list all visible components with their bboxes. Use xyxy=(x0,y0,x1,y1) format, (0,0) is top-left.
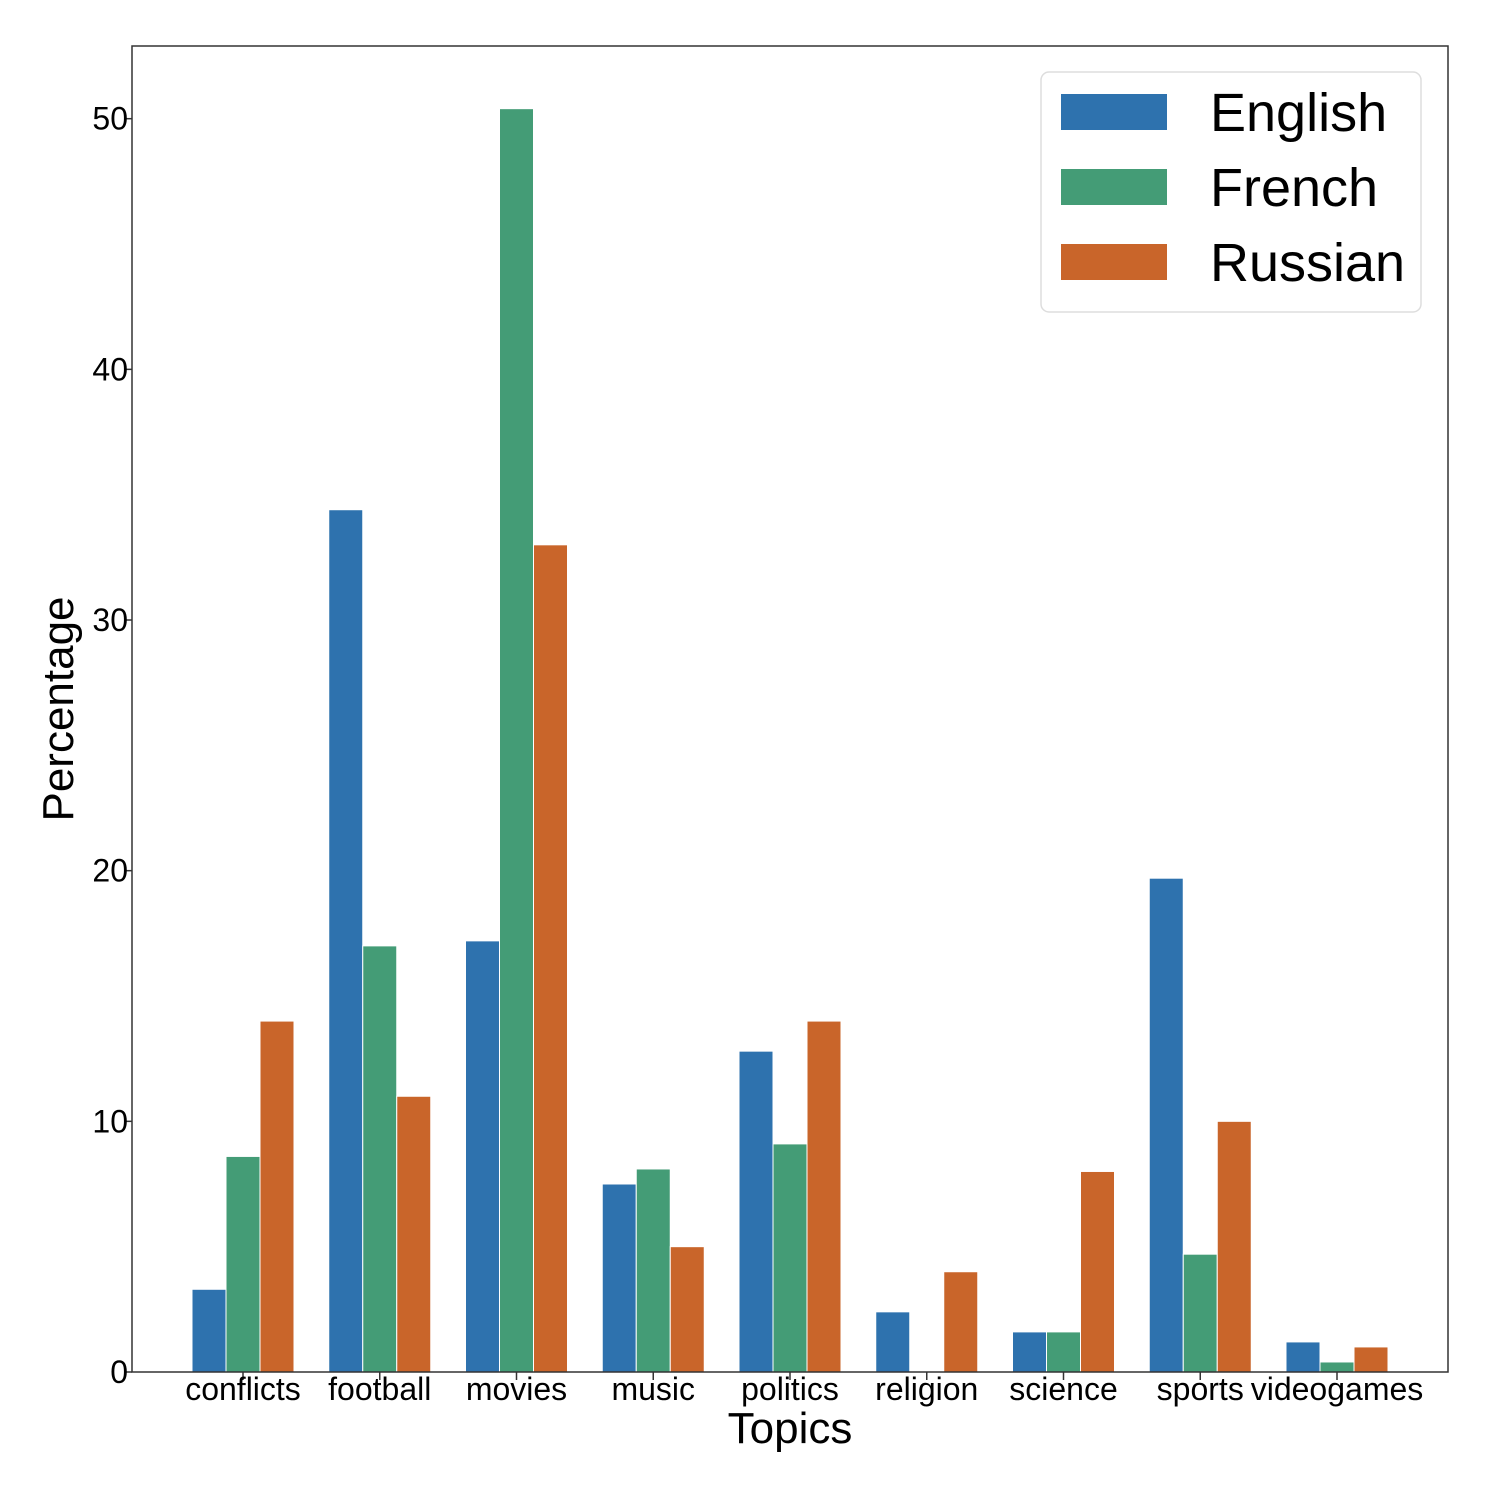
x-tick-label-music: music xyxy=(611,1371,695,1407)
bar-russian-football xyxy=(396,1095,432,1373)
bar-russian-movies xyxy=(533,544,568,1373)
bar-english-sports xyxy=(1148,877,1184,1373)
bar-russian-science xyxy=(1080,1170,1115,1373)
bar-russian-conflicts xyxy=(259,1020,295,1373)
y-tick-label: 10 xyxy=(92,1103,128,1139)
bar-english-music xyxy=(601,1183,637,1373)
legend-label-french: French xyxy=(1210,158,1378,218)
x-axis-ticks: conflicts football movies music politics reli… xyxy=(185,1371,1423,1407)
bar-french-science xyxy=(1046,1331,1081,1373)
x-tick-label-sports: sports xyxy=(1157,1371,1244,1407)
y-tick-label: 50 xyxy=(92,101,128,137)
x-tick-label-football: football xyxy=(328,1371,431,1407)
y-tick-label: 40 xyxy=(92,351,128,387)
x-tick-label-videogames: videogames xyxy=(1251,1371,1424,1407)
bar-russian-sports xyxy=(1216,1120,1252,1373)
y-axis-title: Percentage xyxy=(34,596,83,821)
bar-english-politics xyxy=(738,1050,774,1373)
y-tick-label: 20 xyxy=(92,853,128,889)
bar-french-football xyxy=(362,945,398,1373)
bar-french-politics xyxy=(772,1143,808,1373)
bar-russian-religion xyxy=(943,1271,979,1373)
x-tick-label-movies: movies xyxy=(466,1371,567,1407)
bar-english-football xyxy=(328,509,364,1373)
bar-french-music xyxy=(635,1168,671,1373)
y-axis-ticks: 0 10 20 30 40 50 xyxy=(92,101,132,1390)
bar-french-sports xyxy=(1182,1253,1218,1373)
bar-english-conflicts xyxy=(191,1288,227,1373)
bar-english-movies xyxy=(465,940,500,1373)
bar-english-videogames xyxy=(1285,1341,1321,1373)
bar-english-religion xyxy=(875,1311,911,1373)
x-tick-label-science: science xyxy=(1009,1371,1118,1407)
legend-label-russian: Russian xyxy=(1210,233,1405,293)
bar-french-movies xyxy=(499,108,534,1373)
x-tick-label-religion: religion xyxy=(875,1371,978,1407)
x-axis-title: Topics xyxy=(728,1404,853,1453)
legend-swatch-french xyxy=(1061,169,1167,205)
bar-russian-videogames xyxy=(1353,1346,1389,1373)
bar-russian-politics xyxy=(806,1020,842,1373)
bar-french-conflicts xyxy=(225,1155,261,1373)
x-tick-label-conflicts: conflicts xyxy=(185,1371,301,1407)
legend-swatch-russian xyxy=(1061,244,1167,280)
x-tick-label-politics: politics xyxy=(741,1371,839,1407)
legend: English French Russian xyxy=(1040,71,1422,313)
bar-english-science xyxy=(1012,1331,1047,1373)
y-tick-label: 30 xyxy=(92,602,128,638)
bar-russian-music xyxy=(669,1246,705,1373)
bars-group xyxy=(191,108,1389,1373)
y-tick-label: 0 xyxy=(110,1354,128,1390)
legend-swatch-english xyxy=(1061,94,1167,130)
legend-label-english: English xyxy=(1210,83,1387,143)
